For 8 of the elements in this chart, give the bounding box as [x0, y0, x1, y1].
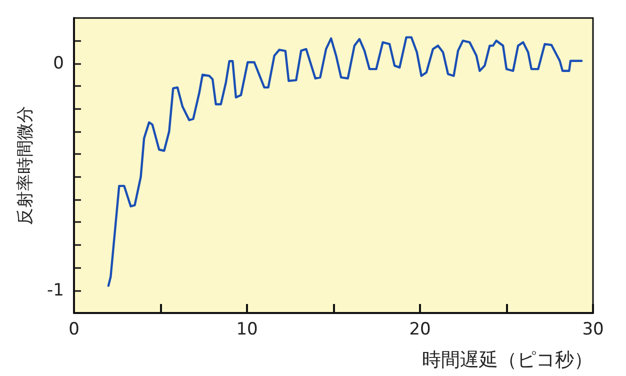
x-tick-label: 30 [582, 320, 604, 340]
x-axis-title: 時間遅延（ピコ秒） [422, 350, 593, 371]
y-axis-title: 反射率時間微分 [16, 106, 36, 225]
x-tick-label: 20 [409, 320, 431, 340]
line-series [107, 36, 583, 287]
x-tick-label: 10 [236, 320, 258, 340]
x-tick-label: 0 [68, 320, 80, 340]
y-tick-label: -1 [47, 280, 64, 300]
